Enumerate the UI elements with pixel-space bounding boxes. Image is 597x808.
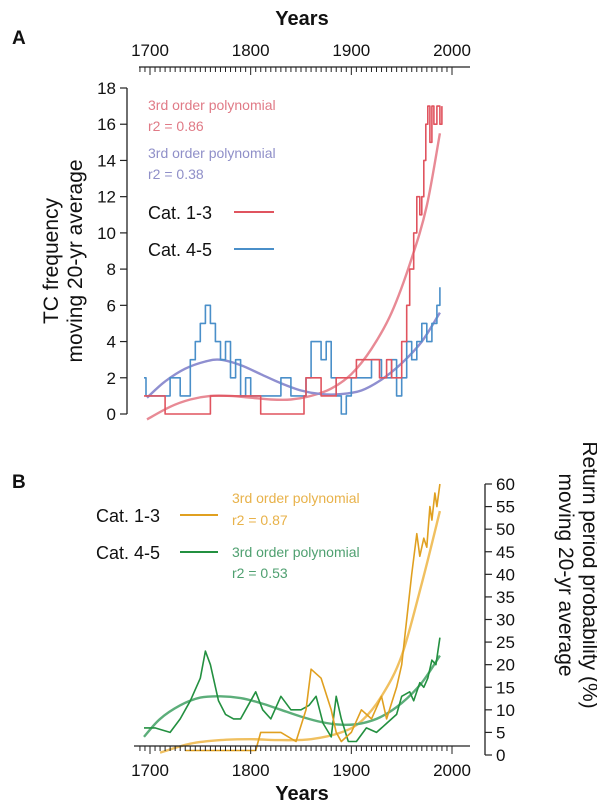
- panel-b-y-tick-label: 35: [496, 588, 515, 607]
- panel-a-y-axis: 0 2 4 6 8 10 12 14 16 18: [97, 79, 128, 424]
- panel-a-y-axis-title-line-1: TC frequency: [40, 197, 63, 324]
- panel-b-y-axis-title-line-2: moving 20-yr average: [554, 473, 577, 676]
- panel-b-annotation-cat45-line-1: 3rd order polynomial: [232, 544, 360, 560]
- panel-a-cat13-series: [144, 105, 443, 415]
- panel-a-plot-area: [144, 105, 443, 421]
- panel-b-y-tick-label: 10: [496, 701, 515, 720]
- panel-a-annotation-cat45-line-1: 3rd order polynomial: [148, 145, 276, 161]
- panel-a-y-tick-label: 2: [107, 369, 116, 388]
- panel-b-y-tick-label: 55: [496, 498, 515, 517]
- panel-b-y-axis-title-line-1: Return period probability (%): [578, 441, 597, 708]
- panel-b-y-tick-label: 25: [496, 633, 515, 652]
- panel-b-y-tick-label: 15: [496, 678, 515, 697]
- panel-a-y-tick-label: 8: [107, 260, 116, 279]
- panel-a-x-axis-title: Years: [275, 8, 328, 30]
- panel-b-cat13-series: [185, 483, 441, 752]
- panel-b-x-axis-title: Years: [275, 783, 328, 805]
- top-x-tick-label: 1800: [232, 41, 270, 60]
- panel-b-y-tick-label: 45: [496, 543, 515, 562]
- panel-b-y-tick-label: 40: [496, 565, 515, 584]
- top-x-tick-label: 1700: [131, 41, 169, 60]
- panel-b-plot-area: [143, 483, 442, 754]
- panel-a-label: A: [12, 28, 26, 49]
- panel-a-cat13-fit-curve: [146, 133, 442, 421]
- panel-b-y-tick-label: 20: [496, 656, 515, 675]
- panel-b-y-tick-label: 60: [496, 475, 515, 494]
- bottom-x-tick-label: 1700: [131, 761, 169, 780]
- panel-a-y-tick-label: 4: [107, 333, 116, 352]
- panel-a-legend-cat13-label: Cat. 1-3: [148, 203, 212, 223]
- bottom-x-tick-label: 1900: [332, 761, 370, 780]
- panel-b-y-tick-label: 30: [496, 611, 515, 630]
- panel-b-annotation-cat13-line-1: 3rd order polynomial: [232, 490, 360, 506]
- panel-a-legend-cat45-label: Cat. 4-5: [148, 240, 212, 260]
- panel-b-annotation-cat45-line-2: r2 = 0.53: [232, 565, 288, 581]
- panel-a-annotation-cat45-line-2: r2 = 0.38: [148, 166, 204, 182]
- panel-a-y-tick-label: 10: [97, 224, 116, 243]
- top-x-tick-label: 1900: [332, 41, 370, 60]
- panel-a-y-axis-title-line-2: moving 20-yr average: [64, 159, 87, 362]
- panel-b-legend-cat45-label: Cat. 4-5: [96, 543, 160, 563]
- panel-b-legend-cat13-label: Cat. 1-3: [96, 506, 160, 526]
- panel-b-x-axis: 1700 1800 1900 2000: [131, 745, 471, 780]
- bottom-x-tick-label: 1800: [232, 761, 270, 780]
- panel-b-label: B: [12, 472, 26, 493]
- panel-a-y-tick-label: 6: [107, 296, 116, 315]
- panel-b-y-tick-label: 50: [496, 520, 515, 539]
- top-x-tick-label: 2000: [433, 41, 471, 60]
- panel-a-y-tick-label: 0: [107, 405, 116, 424]
- panel-b-cat45-series: [144, 637, 441, 743]
- panel-a-x-axis: 1700 1800 1900 2000: [131, 41, 471, 75]
- panel-a-y-tick-label: 12: [97, 188, 116, 207]
- panel-b-annotation-cat13-line-2: r2 = 0.87: [232, 512, 288, 528]
- bottom-x-tick-label: 2000: [433, 761, 471, 780]
- panel-a-y-tick-label: 18: [97, 79, 116, 98]
- panel-b-y-tick-label: 0: [496, 746, 505, 765]
- panel-a-y-tick-label: 14: [97, 151, 116, 170]
- panel-a-annotation-cat13-line-2: r2 = 0.86: [148, 118, 204, 134]
- panel-b-y-axis: 0 5 10 15 20 25 30 35 40 45 50 55 60: [484, 475, 515, 765]
- panel-b-y-tick-label: 5: [496, 723, 505, 742]
- panel-a-y-tick-label: 16: [97, 115, 116, 134]
- panel-a-annotation-cat13-line-1: 3rd order polynomial: [148, 97, 276, 113]
